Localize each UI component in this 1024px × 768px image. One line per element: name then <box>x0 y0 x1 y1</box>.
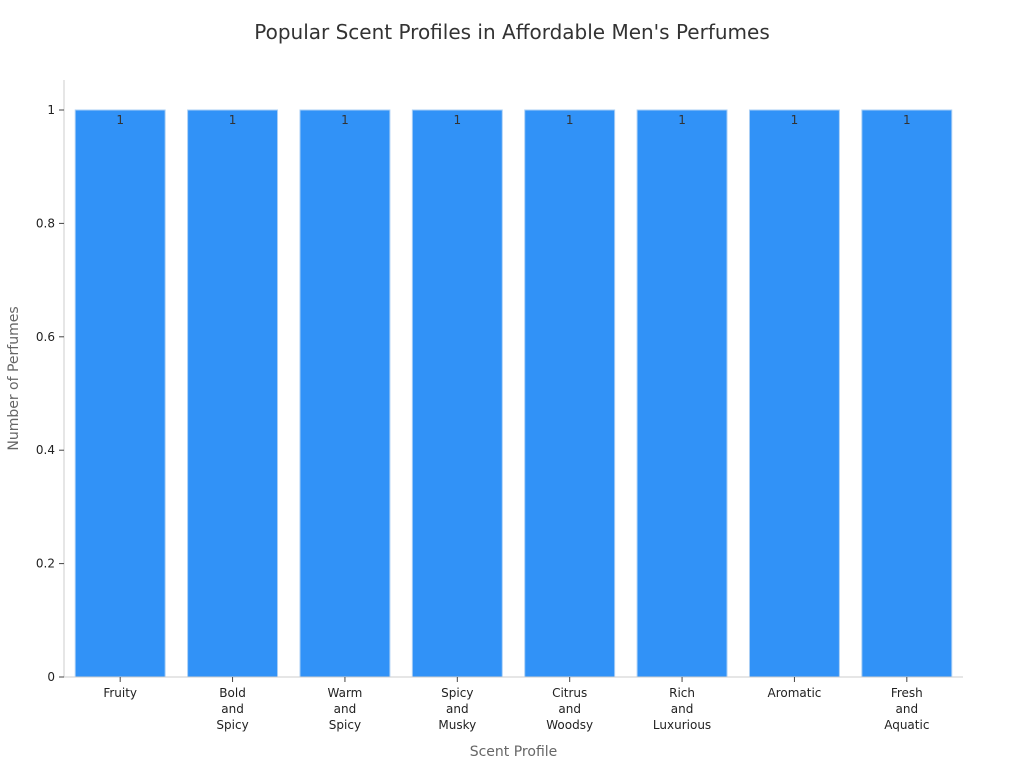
x-tick-label: Fruity <box>103 686 137 700</box>
y-tick-label: 0.2 <box>36 557 55 571</box>
bar-value-label: 1 <box>341 113 349 127</box>
bars-group <box>74 109 953 678</box>
y-tick-label: 0.6 <box>36 330 55 344</box>
bar <box>411 109 503 678</box>
bar-value-label: 1 <box>566 113 574 127</box>
bar-value-label: 1 <box>453 113 461 127</box>
bar-value-label: 1 <box>791 113 799 127</box>
bar <box>74 109 166 678</box>
bar-value-label: 1 <box>678 113 686 127</box>
bar <box>636 109 728 678</box>
bar-value-label: 1 <box>903 113 911 127</box>
x-tick-label: Aromatic <box>767 686 821 700</box>
x-tick-label: Spicy and Musky <box>438 686 476 732</box>
bar <box>187 109 279 678</box>
bar <box>748 109 840 678</box>
y-tick-label: 0.4 <box>36 443 55 457</box>
y-tick-label: 0 <box>47 670 55 684</box>
x-tick-label: Bold and Spicy <box>216 686 248 732</box>
axes-group <box>63 80 963 678</box>
bar-value-label: 1 <box>116 113 124 127</box>
y-axis-title: Number of Perfumes <box>6 306 22 450</box>
bar <box>861 109 953 678</box>
x-tick-label: Warm and Spicy <box>328 686 363 732</box>
bar-value-label: 1 <box>229 113 237 127</box>
x-tick-label: Citrus and Woodsy <box>546 686 593 732</box>
x-ticks-group: Fruity Bold and Spicy Warm and Spicy Spicy and Mu… <box>103 677 929 732</box>
bar <box>524 109 616 678</box>
x-tick-label: Rich and Luxurious <box>653 686 711 732</box>
y-tick-label: 0.8 <box>36 216 55 230</box>
data-labels-group: 1 1 1 1 1 1 1 1 <box>116 113 910 127</box>
bar <box>299 109 391 678</box>
x-tick-label: Fresh and Aquatic <box>884 686 929 732</box>
y-ticks-group: 0 0.2 0.4 0.6 0.8 1 <box>36 103 64 684</box>
chart-title: Popular Scent Profiles in Affordable Men… <box>254 20 770 44</box>
y-tick-label: 1 <box>47 103 55 117</box>
x-axis-title: Scent Profile <box>470 744 558 760</box>
